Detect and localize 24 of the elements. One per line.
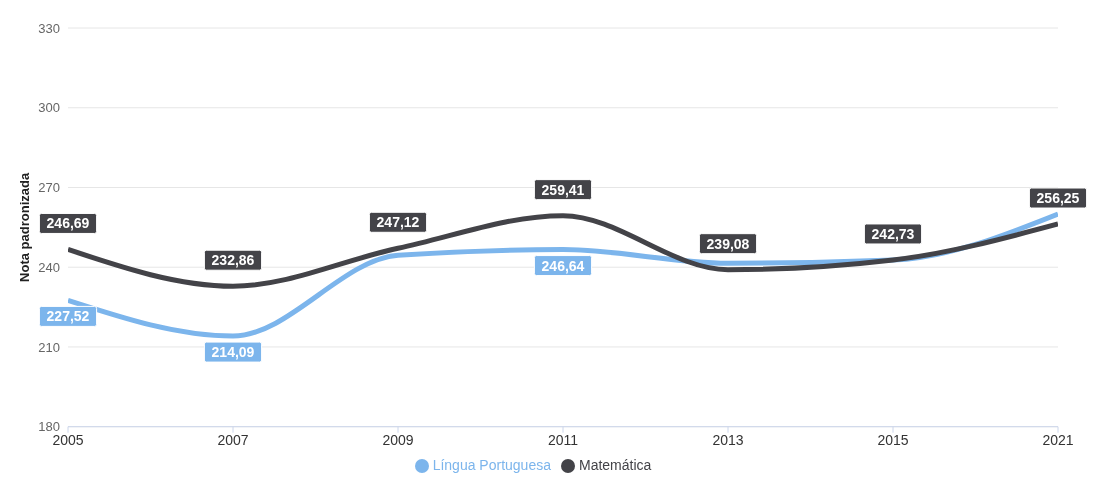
y-tick-label: 240 — [38, 259, 60, 275]
data-label: 239,08 — [706, 235, 750, 252]
data-label: 227,52 — [46, 308, 90, 325]
data-label: 232,86 — [211, 252, 255, 269]
data-label: 256,25 — [1036, 190, 1080, 207]
legend-label: Matemática — [578, 456, 652, 473]
y-tick-label: 330 — [38, 20, 60, 36]
data-label: 242,73 — [871, 225, 915, 242]
x-tick-label: 2009 — [382, 431, 414, 448]
y-tick-label: 210 — [38, 339, 60, 355]
data-label: 214,09 — [211, 344, 255, 361]
data-label: 247,12 — [376, 214, 420, 231]
legend-label: Língua Portuguesa — [432, 456, 551, 473]
data-label: 246,69 — [46, 215, 90, 232]
x-tick-label: 2007 — [217, 431, 249, 448]
x-tick-label: 2011 — [547, 431, 579, 448]
x-tick-label: 2013 — [712, 431, 744, 448]
y-tick-label: 270 — [38, 180, 60, 196]
y-axis-title: Nota padronizada — [16, 172, 32, 282]
x-tick-label: 2021 — [1042, 431, 1074, 448]
data-label: 246,64 — [541, 257, 585, 274]
data-label: 259,41 — [541, 181, 585, 198]
y-tick-label: 300 — [38, 100, 60, 116]
x-tick-label: 2015 — [877, 431, 909, 448]
